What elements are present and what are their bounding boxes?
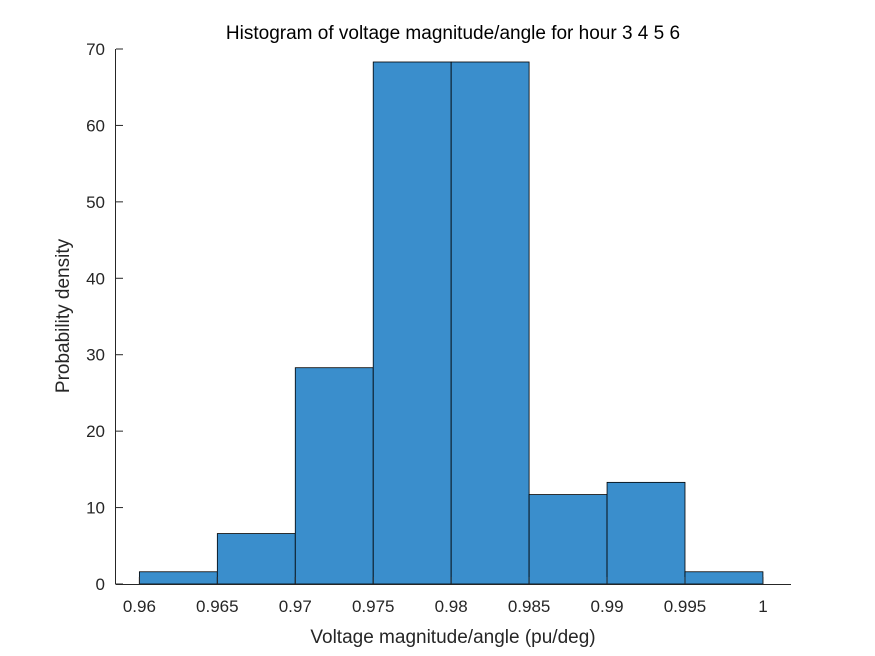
x-tick-label: 0.975 [352,597,395,616]
histogram-bar [528,494,608,585]
x-tick-label: 0.98 [435,597,468,616]
x-tick-label: 0.96 [123,597,156,616]
bars-group [138,61,764,585]
histogram-bar [684,571,764,585]
y-axis-title: Probability density [53,238,74,393]
y-tick-label: 50 [86,193,105,212]
y-tick-label: 70 [86,40,105,59]
y-tick-label: 40 [86,269,105,288]
y-tick-label: 30 [86,346,105,365]
histogram-bar [606,481,686,585]
histogram-bar [450,61,530,585]
x-axis-title: Voltage magnitude/angle (pu/deg) [310,627,595,648]
x-tick-label: 0.97 [279,597,312,616]
y-tick-label: 10 [86,499,105,518]
histogram-bar [216,533,296,585]
y-tick-label: 0 [96,575,105,594]
y-tick-label: 20 [86,422,105,441]
histogram-bar [372,61,452,585]
x-tick-label: 0.985 [508,597,551,616]
y-tick-label: 60 [86,116,105,135]
axes-group: 0.96 0.965 0.97 0.975 0.98 0.985 0.99 0.995 1010… [86,40,791,616]
histogram-bar [138,571,218,585]
x-tick-label: 1 [758,597,767,616]
x-tick-label: 0.995 [664,597,707,616]
histogram-bar [294,367,374,585]
x-tick-label: 0.965 [196,597,239,616]
x-tick-label: 0.99 [591,597,624,616]
chart-title: Histogram of voltage magnitude/angle for… [226,23,680,44]
